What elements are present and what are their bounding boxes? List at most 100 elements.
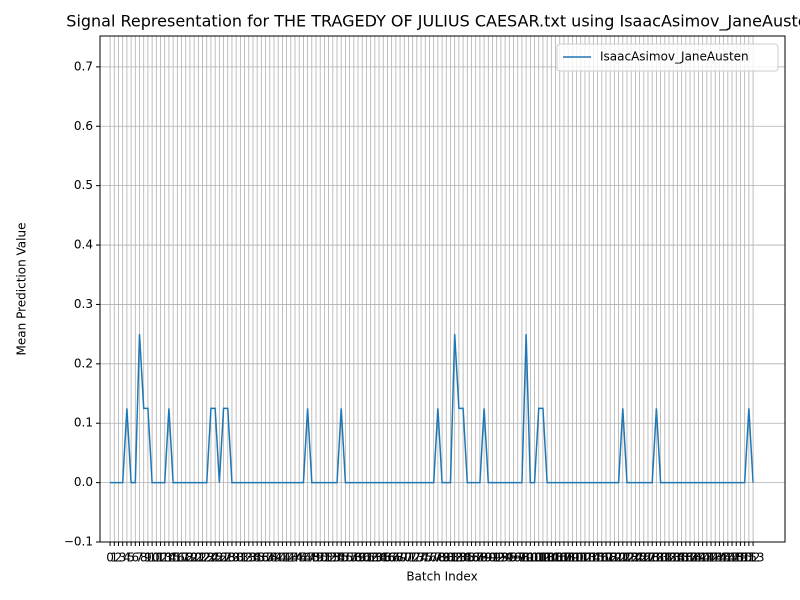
x-tick-label: 26 — [212, 551, 227, 565]
x-tick-label: 113 — [574, 551, 597, 565]
x-tick-label: 18 — [178, 551, 193, 565]
x-tick-label: 107 — [548, 551, 571, 565]
x-tick-label: 90 — [481, 551, 496, 565]
x-tick-label: 134 — [662, 551, 685, 565]
y-tick-label: 0.6 — [74, 119, 93, 133]
x-tick-label: 129 — [641, 551, 664, 565]
x-tick-label: 57 — [342, 551, 357, 565]
x-tick-label: 131 — [649, 551, 672, 565]
x-tick-label: 89 — [476, 551, 491, 565]
x-tick-label: 123 — [616, 551, 639, 565]
x-tick-label: 1 — [110, 551, 118, 565]
x-tick-label: 60 — [355, 551, 370, 565]
x-tick-label: 135 — [666, 551, 689, 565]
x-tick-label: 117 — [590, 551, 613, 565]
x-tick-label: 96 — [506, 551, 521, 565]
y-tick-label: 0.0 — [74, 475, 93, 489]
x-tick-label: 35 — [250, 551, 265, 565]
x-tick-label: 84 — [455, 551, 470, 565]
y-tick-label: 0.4 — [74, 238, 93, 252]
x-axis-label: Batch Index — [406, 570, 477, 584]
x-tick-label: 6 — [131, 551, 139, 565]
x-tick-label: 114 — [578, 551, 601, 565]
x-tick-label: 30 — [229, 551, 244, 565]
x-tick-label: 72 — [405, 551, 420, 565]
x-tick-label: 3 — [119, 551, 127, 565]
x-tick-label: 55 — [334, 551, 349, 565]
x-tick-label: 71 — [401, 551, 416, 565]
legend: IsaacAsimov_JaneAusten — [556, 43, 779, 72]
x-tick-label: 150 — [729, 551, 752, 565]
x-tick-label: 23 — [199, 551, 214, 565]
x-tick-label: 44 — [287, 551, 302, 565]
x-tick-label: 99 — [518, 551, 533, 565]
x-tick-label: 4 — [123, 551, 131, 565]
x-tick-label: 76 — [422, 551, 437, 565]
x-tick-label: 27 — [216, 551, 231, 565]
x-tick-label: 88 — [472, 551, 487, 565]
x-tick-label: 110 — [561, 551, 584, 565]
x-tick-label: 105 — [540, 551, 563, 565]
x-tick-label: 93 — [493, 551, 508, 565]
x-tick-label: 112 — [569, 551, 592, 565]
x-tick-label: 104 — [536, 551, 559, 565]
x-tick-label: 124 — [620, 551, 643, 565]
x-tick-label: 25 — [208, 551, 223, 565]
x-tick-label: 40 — [271, 551, 286, 565]
x-tick-label: 48 — [304, 551, 319, 565]
x-tick-label: 130 — [645, 551, 668, 565]
x-tick-label: 16 — [170, 551, 185, 565]
x-tick-label: 46 — [296, 551, 311, 565]
y-tick-label: 0.7 — [74, 59, 93, 73]
x-tick-label: 97 — [510, 551, 525, 565]
x-tick-label: 49 — [308, 551, 323, 565]
y-axis-label: Mean Prediction Value — [15, 223, 29, 356]
x-tick-label: 29 — [224, 551, 239, 565]
x-tick-label: 116 — [586, 551, 609, 565]
x-tick-label: 22 — [195, 551, 210, 565]
x-tick-label: 87 — [468, 551, 483, 565]
x-tick-label: 14 — [161, 551, 176, 565]
x-tick-label: 7 — [136, 551, 144, 565]
x-tick-label: 28 — [220, 551, 235, 565]
x-tick-label: 83 — [451, 551, 466, 565]
x-tick-label: 37 — [258, 551, 273, 565]
x-tick-label: 98 — [514, 551, 529, 565]
x-tick-label: 141 — [691, 551, 714, 565]
x-tick-label: 9 — [144, 551, 152, 565]
x-tick-label: 142 — [695, 551, 718, 565]
x-tick-label: 20 — [186, 551, 201, 565]
x-tick-label: 56 — [338, 551, 353, 565]
x-tick-label: 31 — [233, 551, 248, 565]
x-tick-label: 127 — [632, 551, 655, 565]
x-tick-label: 108 — [552, 551, 575, 565]
x-tick-label: 53 — [325, 551, 340, 565]
x-tick-label: 21 — [191, 551, 206, 565]
legend-box — [556, 43, 779, 72]
x-tick-label: 12 — [153, 551, 168, 565]
x-tick-label: 50 — [313, 551, 328, 565]
x-tick-label: 41 — [275, 551, 290, 565]
x-tick-label: 85 — [460, 551, 475, 565]
x-tick-label: 101 — [523, 551, 546, 565]
x-tick-label: 103 — [531, 551, 554, 565]
x-tick-label: 64 — [371, 551, 386, 565]
x-tick-label: 79 — [434, 551, 449, 565]
x-tick-label: 38 — [262, 551, 277, 565]
plot-frame — [99, 35, 786, 543]
x-tick-label: 121 — [607, 551, 630, 565]
x-tick-label: 75 — [418, 551, 433, 565]
y-tick-label: 0.1 — [74, 416, 93, 430]
x-tick-label: 132 — [653, 551, 676, 565]
x-tick-label: 94 — [497, 551, 512, 565]
x-tick-label: 32 — [237, 551, 252, 565]
chart-title: Signal Representation for THE TRAGEDY OF… — [66, 12, 800, 32]
x-tick-label: 151 — [733, 551, 756, 565]
x-tick-label: 133 — [658, 551, 681, 565]
x-tick-label: 146 — [712, 551, 735, 565]
x-tick-label: 147 — [716, 551, 739, 565]
x-tick-label: 118 — [595, 551, 618, 565]
x-tick-label: 82 — [447, 551, 462, 565]
x-tick-label: 92 — [489, 551, 504, 565]
x-tick-label: 24 — [203, 551, 218, 565]
